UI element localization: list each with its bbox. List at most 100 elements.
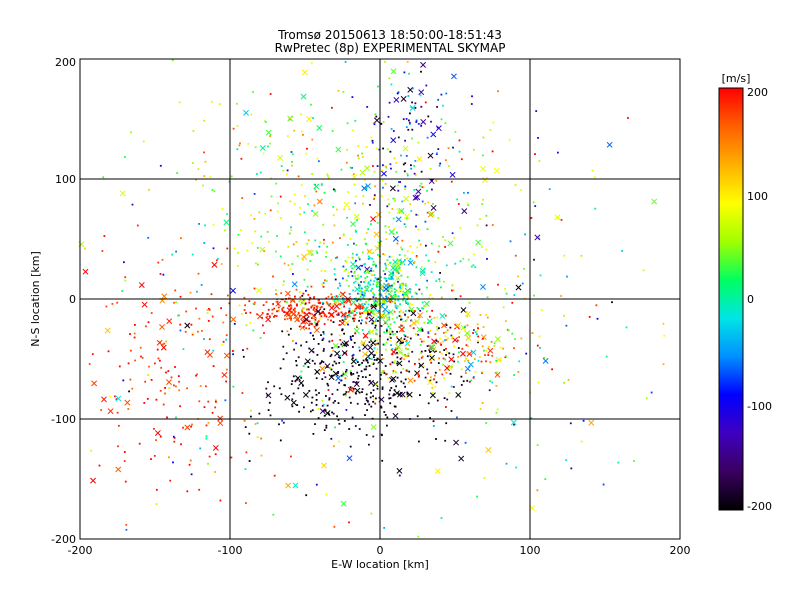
data-point xyxy=(514,254,517,257)
data-point xyxy=(505,462,508,465)
data-point-cross xyxy=(396,467,403,474)
data-point xyxy=(355,253,358,256)
data-point xyxy=(409,337,412,340)
data-point xyxy=(551,368,553,371)
data-point xyxy=(382,343,385,346)
data-point xyxy=(356,371,359,374)
data-point xyxy=(239,142,241,145)
data-point xyxy=(417,228,420,231)
data-point xyxy=(310,285,313,288)
data-point xyxy=(415,174,417,177)
data-point xyxy=(458,150,461,153)
data-point xyxy=(237,233,240,236)
data-point xyxy=(346,316,349,318)
data-point xyxy=(353,310,356,313)
data-point xyxy=(411,295,413,298)
data-point-cross xyxy=(374,117,380,124)
data-point xyxy=(368,374,371,376)
data-point xyxy=(476,323,479,326)
data-point xyxy=(283,262,286,265)
data-point xyxy=(154,362,156,365)
data-point xyxy=(289,268,292,271)
data-point xyxy=(352,289,354,292)
data-point xyxy=(381,354,383,356)
data-point xyxy=(280,292,283,295)
data-point xyxy=(282,169,285,172)
data-point xyxy=(294,310,296,312)
data-point xyxy=(186,490,189,493)
data-point xyxy=(270,195,273,198)
data-point xyxy=(219,499,222,502)
data-point xyxy=(397,189,400,192)
data-point xyxy=(392,197,395,200)
data-point xyxy=(319,241,322,244)
data-point xyxy=(415,213,418,216)
data-point xyxy=(524,233,526,236)
data-point xyxy=(321,360,323,363)
data-point xyxy=(380,306,383,309)
data-point xyxy=(129,378,132,381)
data-point-cross xyxy=(315,308,322,315)
data-point xyxy=(446,398,449,401)
data-point-cross xyxy=(362,351,369,358)
data-point xyxy=(429,294,432,296)
data-point xyxy=(375,115,378,118)
data-point xyxy=(474,266,477,269)
data-point xyxy=(361,362,363,364)
data-point xyxy=(363,271,366,274)
data-point-cross xyxy=(283,310,290,317)
data-point xyxy=(364,242,367,245)
data-point xyxy=(301,310,304,313)
data-point xyxy=(373,302,376,304)
data-point xyxy=(324,376,327,379)
data-point xyxy=(313,304,316,307)
data-point xyxy=(367,356,370,359)
data-point xyxy=(403,358,406,361)
data-point xyxy=(451,336,454,338)
data-point xyxy=(396,184,399,187)
data-point xyxy=(481,345,484,348)
data-point xyxy=(101,250,104,252)
data-point xyxy=(256,173,258,175)
data-point-cross xyxy=(420,118,427,125)
data-point xyxy=(203,242,206,244)
data-point xyxy=(290,319,292,321)
data-point xyxy=(325,424,328,427)
data-point xyxy=(228,302,231,305)
data-point xyxy=(168,387,171,390)
data-point-cross xyxy=(319,365,326,372)
data-point xyxy=(323,242,325,245)
data-point xyxy=(362,195,365,197)
data-point xyxy=(462,257,465,260)
data-point xyxy=(376,387,379,390)
data-point xyxy=(408,119,410,122)
data-point xyxy=(220,307,222,310)
data-point xyxy=(236,148,239,151)
data-point xyxy=(338,334,341,337)
data-point xyxy=(426,136,429,139)
data-point xyxy=(342,373,345,375)
data-point xyxy=(250,113,253,116)
data-point xyxy=(301,294,304,297)
data-point xyxy=(217,257,219,260)
data-point xyxy=(316,371,318,373)
data-point xyxy=(415,225,417,228)
data-point xyxy=(324,270,326,272)
data-point xyxy=(364,277,367,280)
data-point xyxy=(299,213,301,216)
data-point xyxy=(352,317,354,320)
data-point xyxy=(539,274,542,277)
data-point xyxy=(378,148,381,151)
data-point xyxy=(284,318,286,321)
data-point xyxy=(248,300,251,303)
data-point xyxy=(343,344,346,347)
data-point xyxy=(338,356,340,359)
data-point xyxy=(357,375,360,377)
data-point xyxy=(348,310,351,312)
data-point-cross xyxy=(370,303,377,310)
data-point-cross xyxy=(427,152,434,159)
data-point xyxy=(173,440,176,443)
data-point xyxy=(400,338,402,341)
data-point xyxy=(322,361,325,363)
data-point xyxy=(349,335,352,338)
